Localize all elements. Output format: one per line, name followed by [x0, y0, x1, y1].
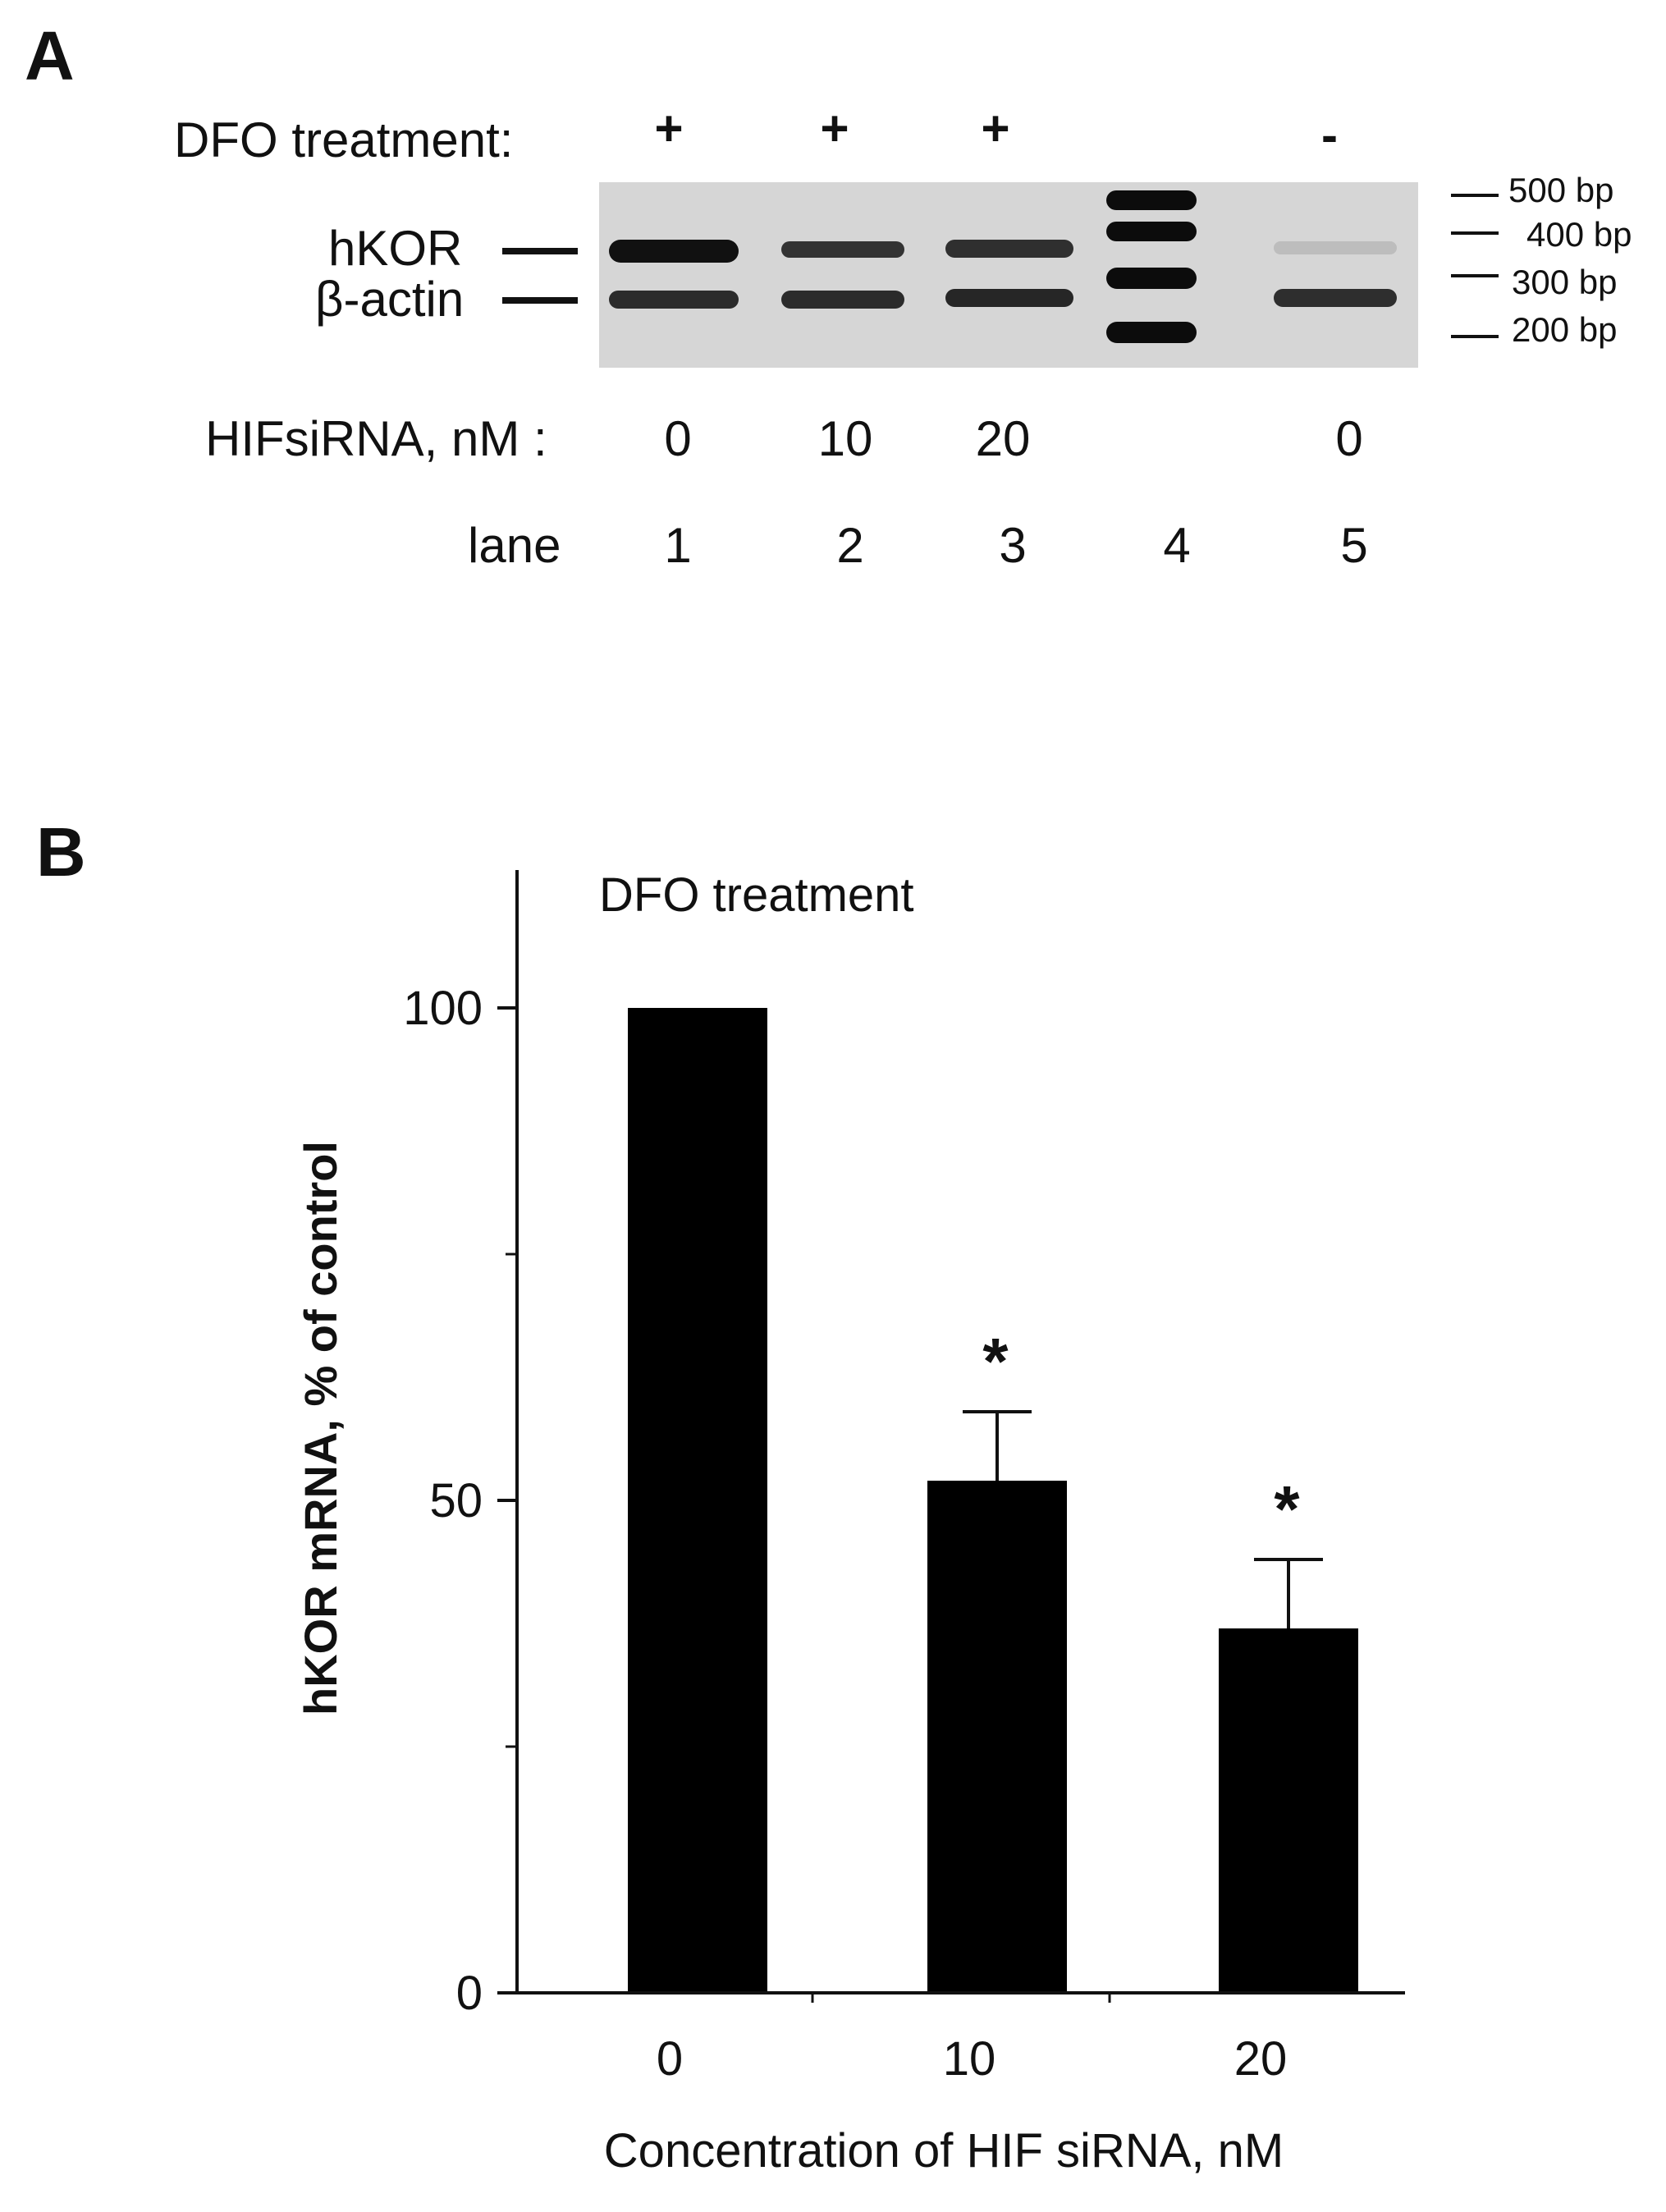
- significance-marker-10: *: [982, 1325, 1009, 1398]
- dfo-sign-lane-5: -: [1321, 108, 1338, 163]
- x-tick-label-0: 0: [657, 2032, 683, 2086]
- actin-band-pointer: [502, 297, 578, 304]
- agarose-gel-image: [599, 182, 1418, 368]
- lane-number-1: 1: [664, 518, 692, 573]
- marker-300bp: 300 bp: [1512, 263, 1618, 301]
- ladder-band-300: [1106, 268, 1197, 289]
- significance-markers-group: **: [982, 1325, 1300, 1546]
- hif-sirna-label: HIFsiRNA, nM :: [205, 411, 547, 466]
- actin-band-lane-5: [1274, 289, 1397, 307]
- hkor-band-lane-2: [781, 241, 904, 258]
- x-axis-title: Concentration of HIF siRNA, nM: [604, 2124, 1284, 2178]
- bars-group: [628, 1008, 1358, 1993]
- bar-0: [628, 1008, 767, 1993]
- panel-b-letter: B: [36, 813, 86, 891]
- lane-label: lane: [468, 518, 561, 573]
- x-tick-label-20: 20: [1234, 2032, 1288, 2086]
- hkor-band-label: hKOR: [328, 221, 463, 276]
- sirna-value-lane-1: 0: [664, 411, 692, 466]
- hkor-band-lane-5: [1274, 241, 1397, 254]
- hkor-band-lane-1: [609, 240, 739, 263]
- dfo-treatment-label: DFO treatment:: [174, 112, 514, 167]
- y-tick-label-0: 0: [456, 1967, 483, 2020]
- error-bars-group: [963, 1410, 1323, 1628]
- sirna-value-lane-3: 20: [975, 411, 1031, 466]
- marker-400bp: 400 bp: [1526, 215, 1632, 254]
- marker-500bp: 500 bp: [1508, 171, 1614, 209]
- sirna-value-lane-5: 0: [1335, 411, 1363, 466]
- marker-tick-500: [1451, 194, 1499, 197]
- y-tick-label-100: 100: [403, 982, 483, 1035]
- ladder-band-500: [1106, 190, 1197, 210]
- marker-tick-400: [1451, 231, 1499, 235]
- actin-band-label: β-actin: [315, 272, 465, 327]
- hkor-band-pointer: [502, 248, 578, 254]
- dfo-sign-lane-3: +: [981, 101, 1010, 156]
- lane-number-5: 5: [1340, 518, 1368, 573]
- x-tick-label-10: 10: [943, 2032, 996, 2086]
- x-ticks-group: 0 10 20: [657, 1993, 1287, 2086]
- lane-number-4: 4: [1163, 518, 1191, 573]
- dfo-sign-lane-2: +: [820, 101, 849, 156]
- bar-20: [1219, 1628, 1358, 1993]
- chart-annotation: DFO treatment: [599, 868, 914, 922]
- dfo-sign-lane-1: +: [654, 101, 684, 156]
- actin-band-lane-2: [781, 291, 904, 309]
- y-tick-label-50: 50: [429, 1474, 483, 1527]
- hkor-band-lane-3: [945, 240, 1073, 258]
- marker-tick-200: [1451, 335, 1499, 338]
- y-axis-title: hKOR mRNA, % of control: [295, 1141, 346, 1715]
- marker-200bp: 200 bp: [1512, 310, 1618, 349]
- actin-band-lane-3: [945, 289, 1073, 307]
- ladder-band-200: [1106, 322, 1197, 343]
- lane-number-3: 3: [999, 518, 1027, 573]
- panel-a-letter: A: [25, 17, 75, 94]
- y-ticks-group: 0 50 100: [403, 982, 517, 2020]
- marker-tick-300: [1451, 274, 1499, 277]
- actin-band-lane-1: [609, 291, 739, 309]
- bar-10: [927, 1481, 1067, 1993]
- lane-number-2: 2: [836, 518, 864, 573]
- ladder-band-400: [1106, 222, 1197, 241]
- significance-marker-20: *: [1274, 1472, 1300, 1546]
- sirna-value-lane-2: 10: [817, 411, 873, 466]
